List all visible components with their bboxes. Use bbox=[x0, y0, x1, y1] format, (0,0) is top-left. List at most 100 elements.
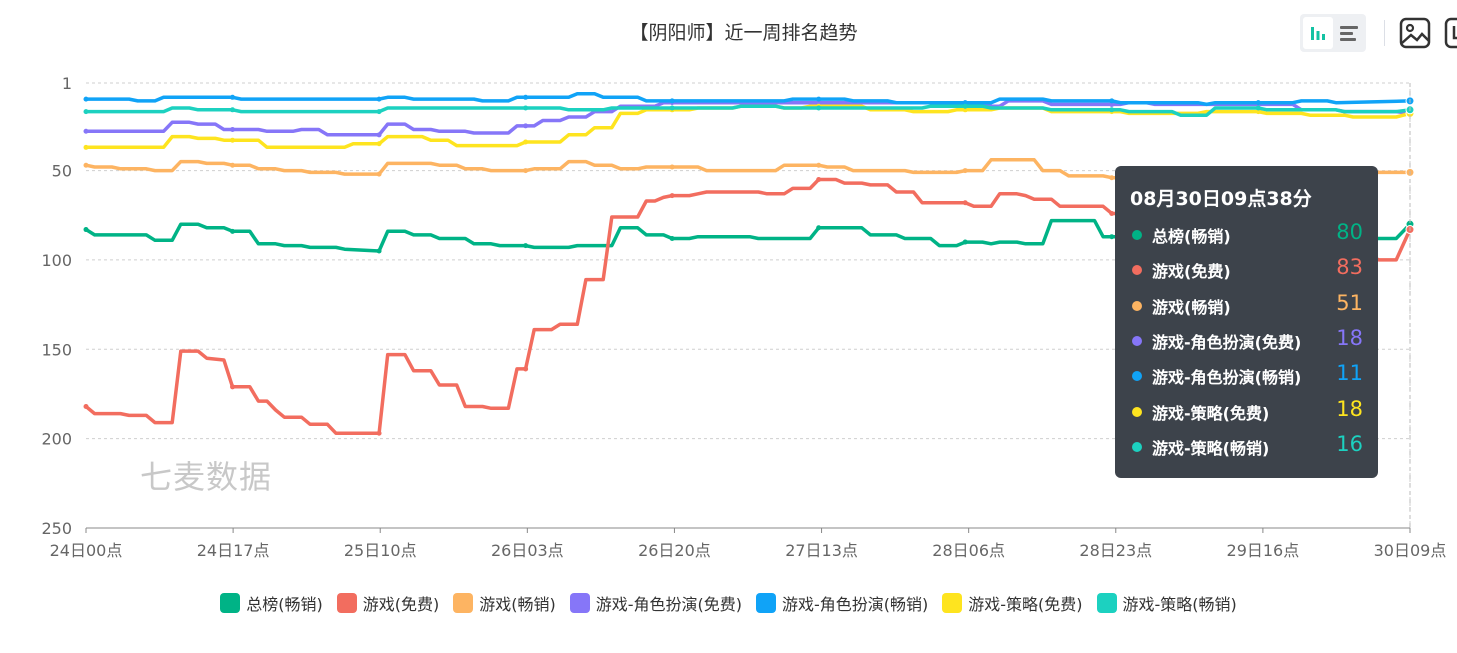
series-point bbox=[1109, 234, 1115, 240]
legend-item[interactable]: 游戏-策略(畅销) bbox=[1096, 591, 1237, 615]
legend-item[interactable]: 总榜(畅销) bbox=[220, 591, 323, 615]
series-point bbox=[962, 239, 968, 245]
list-icon[interactable] bbox=[1334, 17, 1364, 49]
series-point bbox=[962, 200, 968, 206]
legend-label: 总榜(畅销) bbox=[246, 595, 323, 614]
series-point bbox=[816, 96, 822, 102]
series-point bbox=[523, 168, 529, 174]
x-tick-label: 26日03点 bbox=[491, 541, 564, 560]
tooltip-series-dot bbox=[1132, 230, 1142, 240]
legend-swatch bbox=[942, 593, 963, 613]
series-point bbox=[523, 94, 529, 100]
tooltip-title: 08月30日09点38分 bbox=[1130, 188, 1312, 210]
legend-label: 游戏-角色扮演(免费) bbox=[595, 595, 742, 614]
legend-item[interactable]: 游戏(免费) bbox=[336, 591, 440, 615]
series-point bbox=[376, 109, 382, 115]
series-point bbox=[669, 98, 675, 104]
watermark: 七麦数据 bbox=[140, 458, 273, 496]
legend-item[interactable]: 游戏-策略(免费) bbox=[942, 591, 1083, 615]
series-point bbox=[230, 137, 236, 143]
tooltip-series-value: 83 bbox=[1336, 255, 1363, 280]
series-point bbox=[669, 193, 675, 199]
legend-label: 游戏-角色扮演(畅销) bbox=[781, 595, 929, 614]
tooltip-series-dot bbox=[1132, 371, 1142, 382]
tooltip-series-name: 游戏-策略(畅销) bbox=[1152, 438, 1270, 458]
series-point bbox=[523, 366, 529, 372]
series-point bbox=[376, 96, 382, 102]
bar-chart-icon[interactable] bbox=[1303, 17, 1333, 49]
series-point bbox=[962, 107, 968, 113]
chart-title: 【阴阳师】近一周排名趋势 bbox=[629, 22, 858, 44]
series-point bbox=[376, 430, 382, 436]
tooltip-series-name: 游戏-策略(免费) bbox=[1152, 403, 1270, 423]
legend-label: 游戏(畅销) bbox=[479, 595, 556, 614]
legend-swatch bbox=[1096, 593, 1117, 613]
chart-legend: 总榜(畅销) 游戏(免费) 游戏(畅销) 游戏-角色扮演(免费) 游戏-角色扮演(畅销)… bbox=[0, 591, 1457, 615]
series-point bbox=[669, 235, 675, 241]
series-point bbox=[230, 94, 236, 100]
series-line-6 bbox=[84, 104, 1412, 117]
tooltip-series-name: 总榜(畅销) bbox=[1152, 227, 1231, 246]
tooltip-series-name: 游戏(免费) bbox=[1152, 262, 1231, 282]
series-point bbox=[83, 128, 89, 134]
tooltip-series-value: 18 bbox=[1336, 396, 1363, 421]
tooltip-row: 游戏-策略(免费) 18 bbox=[1130, 397, 1363, 427]
tooltip-row: 总榜(畅销) 80 bbox=[1130, 220, 1363, 250]
series-point bbox=[1109, 98, 1115, 104]
y-tick-label: 150 bbox=[41, 340, 72, 359]
series-point bbox=[523, 243, 529, 249]
series-point bbox=[376, 248, 382, 254]
y-tick-label: 1 bbox=[62, 74, 72, 93]
series-point bbox=[962, 100, 968, 106]
series-point bbox=[83, 227, 89, 233]
series-point bbox=[83, 96, 89, 102]
tooltip-series-dot bbox=[1132, 441, 1142, 452]
series-point bbox=[376, 141, 382, 147]
tooltip-series-dot bbox=[1132, 335, 1142, 346]
series-point bbox=[376, 132, 382, 138]
series-point bbox=[1109, 101, 1115, 107]
series-point bbox=[230, 107, 236, 113]
tooltip-series-value: 11 bbox=[1336, 361, 1363, 386]
tooltip-series-value: 16 bbox=[1336, 431, 1363, 456]
tooltip-series-value: 51 bbox=[1336, 290, 1363, 315]
tooltip-series-dot bbox=[1132, 406, 1142, 417]
series-point bbox=[669, 105, 675, 111]
series-point bbox=[962, 168, 968, 174]
series-point bbox=[230, 162, 236, 168]
tooltip-series-name: 游戏-角色扮演(免费) bbox=[1152, 332, 1302, 352]
tooltip-series-dot bbox=[1132, 300, 1142, 311]
series-point bbox=[816, 225, 822, 231]
download-icon[interactable] bbox=[1443, 16, 1457, 50]
series-point bbox=[1255, 105, 1261, 111]
series-point bbox=[816, 177, 822, 183]
legend-item[interactable]: 游戏-角色扮演(畅销) bbox=[755, 591, 929, 615]
x-tick-label: 30日09点 bbox=[1374, 541, 1447, 560]
series-point bbox=[523, 139, 529, 145]
y-tick-label: 200 bbox=[41, 430, 72, 449]
series-point bbox=[1109, 107, 1115, 113]
y-tick-label: 250 bbox=[41, 519, 72, 538]
y-tick-label: 50 bbox=[52, 162, 72, 181]
series-point bbox=[1109, 210, 1115, 216]
tooltip-row: 游戏-策略(畅销) 16 bbox=[1130, 432, 1363, 462]
legend-item[interactable]: 游戏(畅销) bbox=[453, 591, 556, 615]
y-tick-label: 100 bbox=[41, 251, 72, 270]
x-tick-label: 28日23点 bbox=[1079, 541, 1152, 560]
series-point bbox=[816, 105, 822, 111]
series-point bbox=[230, 384, 236, 390]
x-tick-label: 26日20点 bbox=[638, 541, 711, 560]
tooltip-series-value: 18 bbox=[1336, 325, 1363, 350]
legend-label: 游戏(免费) bbox=[362, 595, 440, 614]
x-tick-label: 24日17点 bbox=[197, 541, 270, 560]
tooltip-series-dot bbox=[1132, 265, 1142, 276]
series-point bbox=[230, 126, 236, 132]
tooltip-row: 游戏-角色扮演(畅销) 11 bbox=[1130, 361, 1363, 391]
series-point bbox=[669, 164, 675, 170]
tooltip-series-name: 游戏(畅销) bbox=[1152, 297, 1231, 317]
x-tick-label: 27日13点 bbox=[785, 541, 858, 560]
tooltip-row: 游戏(畅销) 51 bbox=[1130, 291, 1363, 321]
legend-item[interactable]: 游戏-角色扮演(免费) bbox=[569, 591, 742, 615]
image-icon[interactable] bbox=[1398, 16, 1432, 50]
